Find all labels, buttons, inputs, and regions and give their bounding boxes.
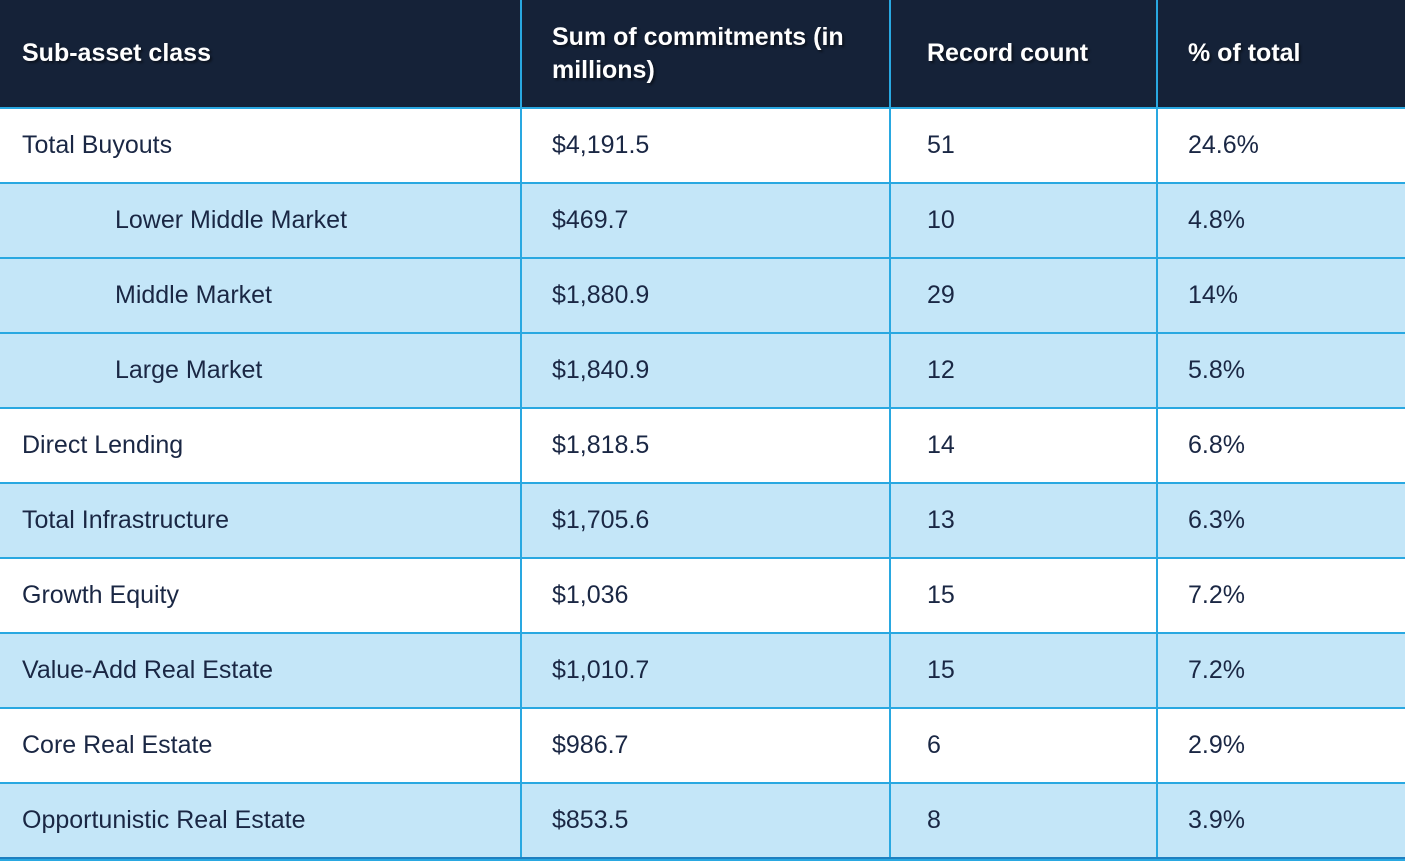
table-row: Value-Add Real Estate $1,010.7 15 7.2% — [0, 633, 1405, 709]
cell-record-count: 10 — [890, 183, 1158, 259]
column-header-sub-asset-class: Sub-asset class — [0, 0, 522, 109]
table-row: Total Buyouts $4,191.5 51 24.6% — [0, 108, 1405, 184]
cell-record-count: 51 — [890, 108, 1158, 184]
cell-record-count: 13 — [890, 483, 1158, 559]
cell-sub-asset-class: Large Market — [0, 333, 522, 409]
cell-record-count: 29 — [890, 258, 1158, 334]
cell-sub-asset-class: Total Infrastructure — [0, 483, 522, 559]
cell-pct-of-total: 6.8% — [1157, 408, 1405, 484]
table-row: Core Real Estate $986.7 6 2.9% — [0, 708, 1405, 784]
header-row: Sub-asset class Sum of commitments (in mi… — [0, 0, 1405, 109]
cell-pct-of-total: 3.9% — [1157, 783, 1405, 859]
table-row: Direct Lending $1,818.5 14 6.8% — [0, 408, 1405, 484]
cell-record-count: 8 — [890, 783, 1158, 859]
table-row: Middle Market $1,880.9 29 14% — [0, 258, 1405, 334]
cell-sum-of-commitments: $1,705.6 — [521, 483, 891, 559]
cell-sum-of-commitments: $1,036 — [521, 558, 891, 634]
cell-pct-of-total: 14% — [1157, 258, 1405, 334]
cell-record-count: 6 — [890, 708, 1158, 784]
cell-record-count: 12 — [890, 333, 1158, 409]
cell-sub-asset-class: Middle Market — [0, 258, 522, 334]
table-row: Large Market $1,840.9 12 5.8% — [0, 333, 1405, 409]
cell-sum-of-commitments: $1,010.7 — [521, 633, 891, 709]
cell-sub-asset-class: Direct Lending — [0, 408, 522, 484]
table-row: Total Infrastructure $1,705.6 13 6.3% — [0, 483, 1405, 559]
cell-record-count: 15 — [890, 633, 1158, 709]
cell-sub-asset-class: Total Buyouts — [0, 108, 522, 184]
cell-pct-of-total: 4.8% — [1157, 183, 1405, 259]
cell-sub-asset-class: Value-Add Real Estate — [0, 633, 522, 709]
cell-sub-asset-class: Lower Middle Market — [0, 183, 522, 259]
table-row: Opportunistic Real Estate $853.5 8 3.9% — [0, 783, 1405, 859]
cell-sum-of-commitments: $853.5 — [521, 783, 891, 859]
cell-sum-of-commitments: $4,191.5 — [521, 108, 891, 184]
cell-record-count: 14 — [890, 408, 1158, 484]
cell-sum-of-commitments: $986.7 — [521, 708, 891, 784]
cell-sum-of-commitments: $1,880.9 — [521, 258, 891, 334]
cell-pct-of-total: 7.2% — [1157, 633, 1405, 709]
table-row: Lower Middle Market $469.7 10 4.8% — [0, 183, 1405, 259]
cell-sub-asset-class: Core Real Estate — [0, 708, 522, 784]
cell-sub-asset-class: Growth Equity — [0, 558, 522, 634]
cell-pct-of-total: 24.6% — [1157, 108, 1405, 184]
table-row: Growth Equity $1,036 15 7.2% — [0, 558, 1405, 634]
cell-sum-of-commitments: $469.7 — [521, 183, 891, 259]
cell-pct-of-total: 7.2% — [1157, 558, 1405, 634]
cell-pct-of-total: 2.9% — [1157, 708, 1405, 784]
cell-pct-of-total: 6.3% — [1157, 483, 1405, 559]
column-header-record-count: Record count — [890, 0, 1158, 109]
cell-pct-of-total: 5.8% — [1157, 333, 1405, 409]
column-header-sum-of-commitments-in-millions: Sum of commitments (in millions) — [521, 0, 891, 109]
cell-sub-asset-class: Opportunistic Real Estate — [0, 783, 522, 859]
column-header-of-total: % of total — [1157, 0, 1405, 109]
cell-record-count: 15 — [890, 558, 1158, 634]
cell-sum-of-commitments: $1,818.5 — [521, 408, 891, 484]
cell-sum-of-commitments: $1,840.9 — [521, 333, 891, 409]
